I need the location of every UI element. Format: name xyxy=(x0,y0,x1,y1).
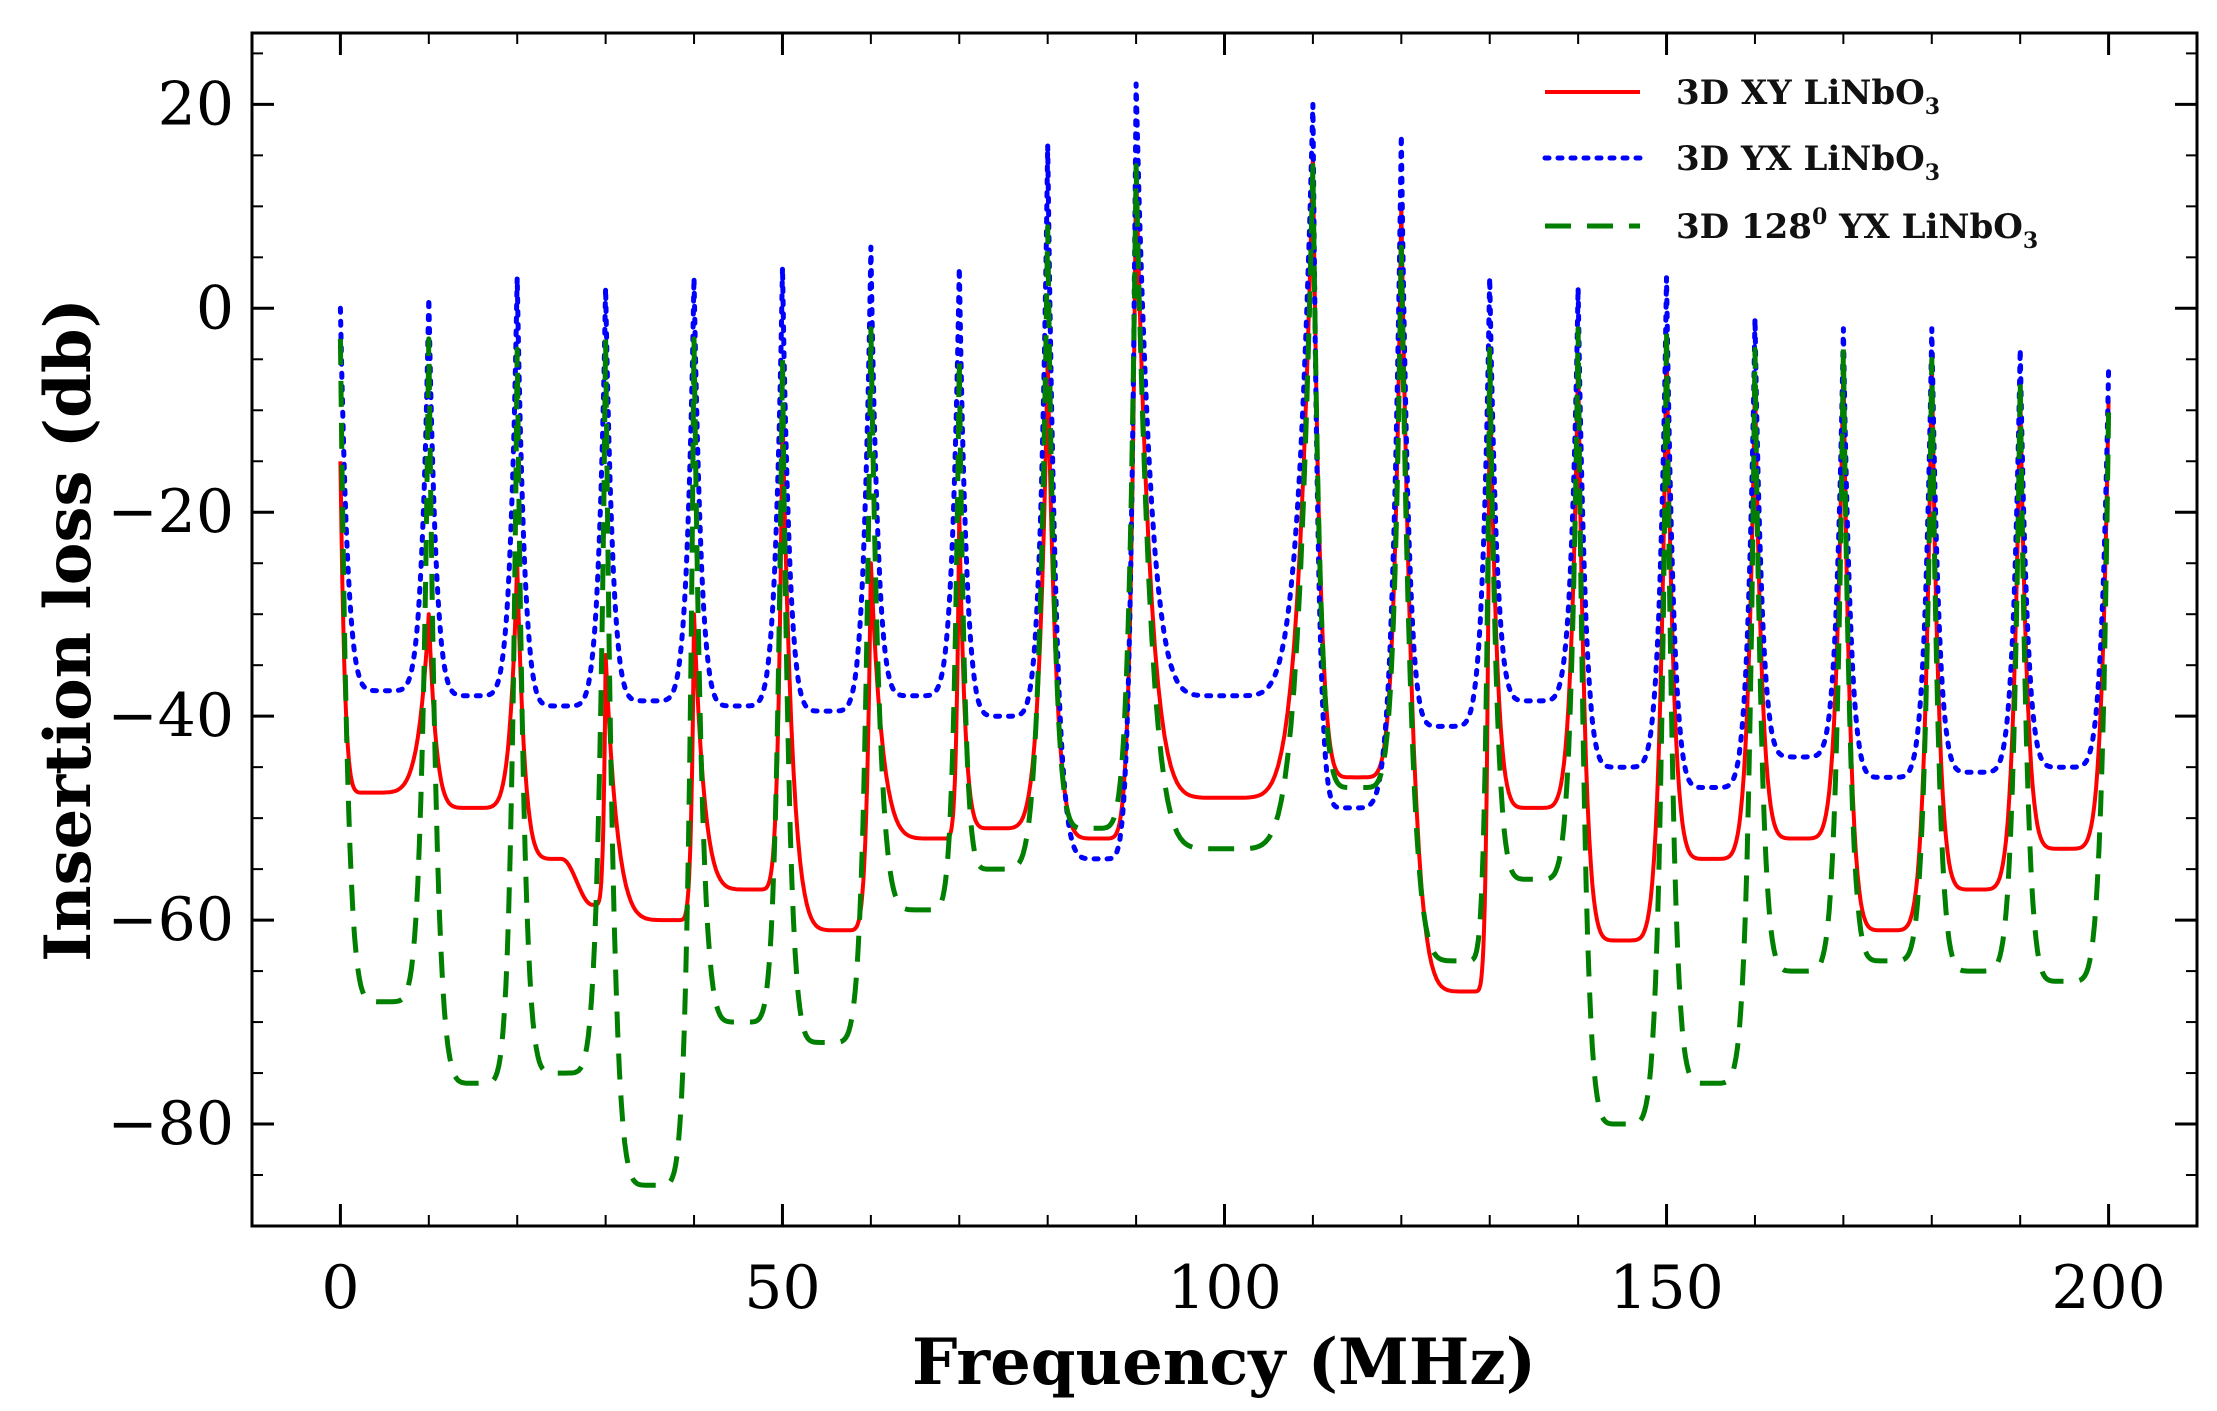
series-line-2 xyxy=(337,163,2112,1188)
y-tick-label-1: 0 xyxy=(196,273,234,343)
x-tick-labels: 0 50 100 150 200 xyxy=(321,1253,2166,1323)
y-axis-title: Insertion loss (db) xyxy=(31,298,106,962)
y-tick-label-3: −40 xyxy=(107,681,234,751)
x-tick-label-2: 100 xyxy=(1167,1253,1282,1323)
legend: 3D XY LiNbO3 3D YX LiNbO3 3D 1280 YX LiNbO… xyxy=(1542,73,2038,254)
series-lines xyxy=(337,81,2112,1188)
legend-label-1: 3D YX LiNbO3 xyxy=(1676,139,1940,186)
plot-frame xyxy=(250,31,2199,1228)
x-tick-label-0: 0 xyxy=(321,1253,359,1323)
x-tick-label-3: 150 xyxy=(1609,1253,1724,1323)
legend-label-0: 3D XY LiNbO3 xyxy=(1676,73,1940,120)
series-line-0 xyxy=(338,153,2111,994)
x-axis-title: Frequency (MHz) xyxy=(912,1325,1536,1400)
legend-label-2: 3D 1280 YX LiNbO3 xyxy=(1676,204,2038,254)
y-tick-label-0: 20 xyxy=(158,69,234,139)
y-tick-label-2: −20 xyxy=(107,477,234,547)
x-tick-label-1: 50 xyxy=(744,1253,820,1323)
x-tick-label-4: 200 xyxy=(2051,1253,2166,1323)
y-tick-label-4: −60 xyxy=(107,885,234,955)
y-tick-label-5: −80 xyxy=(107,1089,234,1159)
y-tick-labels: 20 0 −20 −40 −60 −80 xyxy=(107,69,234,1159)
axis-ticks xyxy=(251,33,2198,1227)
series-line-1 xyxy=(337,81,2112,862)
